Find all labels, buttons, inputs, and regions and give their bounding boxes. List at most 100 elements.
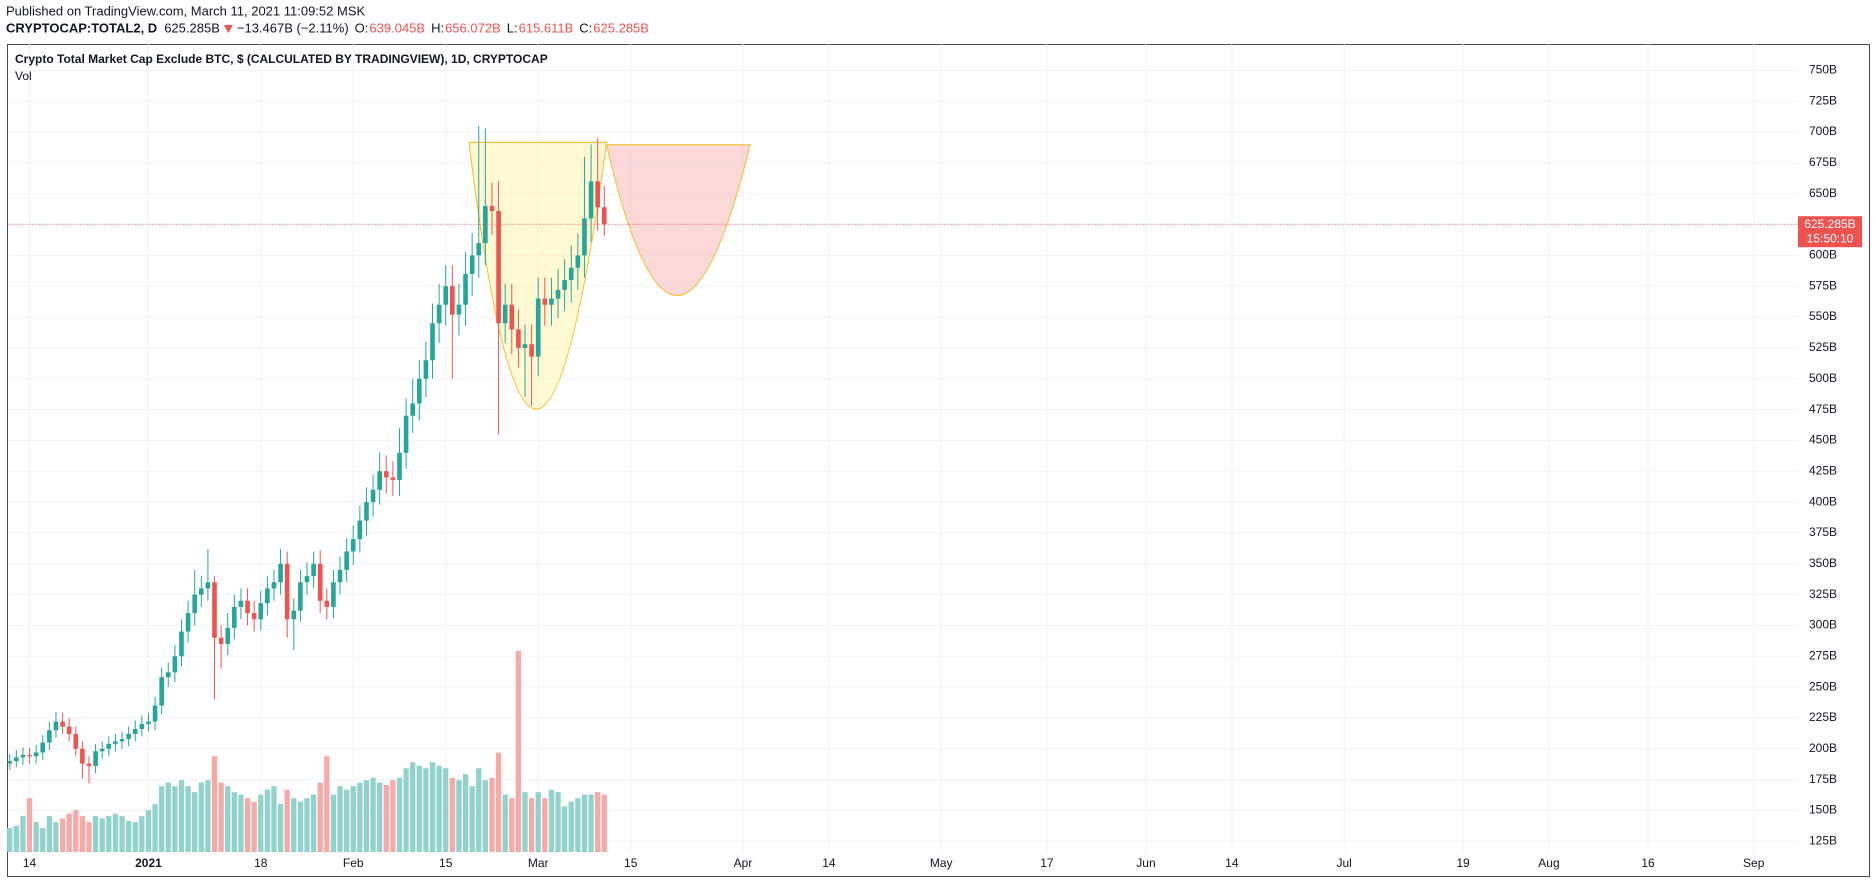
- candle-body: [463, 273, 468, 305]
- volume-bar: [357, 782, 363, 852]
- candle-body: [416, 378, 422, 404]
- header-text: 656.072B: [445, 20, 501, 35]
- candle-body: [575, 255, 581, 268]
- candle-body: [496, 211, 501, 324]
- volume-bar: [165, 782, 171, 852]
- candle-body: [212, 582, 217, 638]
- candle-body: [7, 761, 13, 764]
- candle-body: [324, 600, 330, 607]
- volume-bar: [396, 777, 403, 852]
- y-tick-label: 200B: [1809, 741, 1837, 755]
- x-tick-label: 2021: [135, 856, 162, 870]
- candle-body: [410, 403, 416, 416]
- candle-body: [337, 569, 343, 583]
- candle-body: [93, 751, 98, 767]
- y-tick-label: 425B: [1809, 463, 1837, 477]
- header-text: 639.045B: [369, 20, 425, 35]
- candle-body: [238, 600, 244, 607]
- candle-body: [172, 656, 178, 673]
- volume-title: Vol: [15, 69, 32, 83]
- volume-bar: [251, 801, 257, 852]
- y-tick-label: 650B: [1809, 186, 1837, 200]
- candle-body: [86, 763, 92, 767]
- x-tick-label: 15: [624, 856, 638, 870]
- y-tick-label: 250B: [1809, 679, 1837, 693]
- x-tick-label: Mar: [528, 856, 549, 870]
- x-tick-label: Jun: [1136, 856, 1155, 870]
- y-tick-label: 725B: [1809, 93, 1837, 107]
- candle-body: [278, 563, 283, 583]
- drawings: [468, 141, 751, 410]
- volume-bar: [469, 786, 475, 852]
- candle-body: [60, 721, 65, 727]
- volume-bar: [297, 801, 304, 852]
- candle-body: [47, 730, 52, 743]
- x-tick-label: Feb: [343, 856, 364, 870]
- volume-bar: [13, 825, 19, 852]
- volume-bar: [350, 786, 356, 852]
- y-tick-label: 300B: [1809, 618, 1837, 632]
- header-text: L:: [507, 20, 518, 35]
- candle-body: [364, 502, 369, 521]
- header-text: 625.285B: [164, 20, 220, 35]
- marks: [7, 125, 1798, 852]
- candle-body: [483, 206, 488, 244]
- volume-bar: [489, 777, 495, 852]
- y-tick-label: 150B: [1809, 803, 1837, 817]
- candle-body: [27, 754, 32, 757]
- candle-body: [350, 539, 356, 552]
- candle-body: [390, 477, 396, 480]
- projection-drawing: [605, 144, 751, 297]
- candle-body: [516, 329, 521, 348]
- candle-body: [377, 471, 382, 490]
- volume-bar: [522, 792, 528, 852]
- y-tick-label: 750B: [1809, 63, 1837, 77]
- x-tick-label: 19: [1456, 856, 1470, 870]
- candle-body: [99, 748, 105, 752]
- candle-body: [251, 613, 257, 620]
- candle-body: [139, 724, 145, 730]
- volume-bar: [159, 786, 165, 852]
- volume-bar: [436, 765, 442, 852]
- candle-body: [588, 181, 594, 219]
- candle-body: [132, 729, 138, 734]
- volume-bar: [509, 798, 515, 852]
- volume-bar: [106, 816, 112, 852]
- volume-bar: [515, 650, 522, 852]
- volume-bar: [86, 822, 92, 852]
- y-tick-label: 225B: [1809, 710, 1837, 724]
- volume-bar: [429, 762, 436, 852]
- volume-bar: [225, 786, 231, 852]
- volume-bar: [377, 782, 383, 852]
- x-tick-label: 15: [439, 856, 453, 870]
- header-text: −13.467B (−2.11%): [237, 20, 349, 35]
- volume-bar: [337, 786, 343, 852]
- candle-body: [562, 280, 567, 290]
- y-tick-label: 375B: [1809, 525, 1837, 539]
- volume-bar: [548, 789, 555, 852]
- volume-bar: [423, 768, 429, 852]
- candle-body: [20, 754, 26, 758]
- candle-body: [344, 551, 349, 570]
- volume-bar: [185, 786, 191, 852]
- volume-bar: [112, 813, 119, 852]
- y-tick-label: 500B: [1809, 371, 1837, 385]
- candle-body: [595, 181, 600, 208]
- y-tick-label: 675B: [1809, 155, 1837, 169]
- volume-bar: [231, 792, 237, 852]
- candle-body: [165, 672, 171, 678]
- candle-body: [403, 415, 409, 453]
- volume-bar: [363, 780, 370, 852]
- volume-bar: [53, 822, 59, 852]
- last-price-box: [1798, 216, 1862, 248]
- volume-bar: [462, 774, 469, 852]
- candle-body: [522, 344, 528, 348]
- candle-body: [568, 267, 574, 281]
- candle-body: [397, 452, 402, 480]
- y-tick-label: 575B: [1809, 278, 1837, 292]
- volume-bar: [476, 768, 482, 852]
- volume-bar: [132, 822, 138, 852]
- volume-bar: [46, 816, 53, 852]
- y-tick-label: 700B: [1809, 124, 1837, 138]
